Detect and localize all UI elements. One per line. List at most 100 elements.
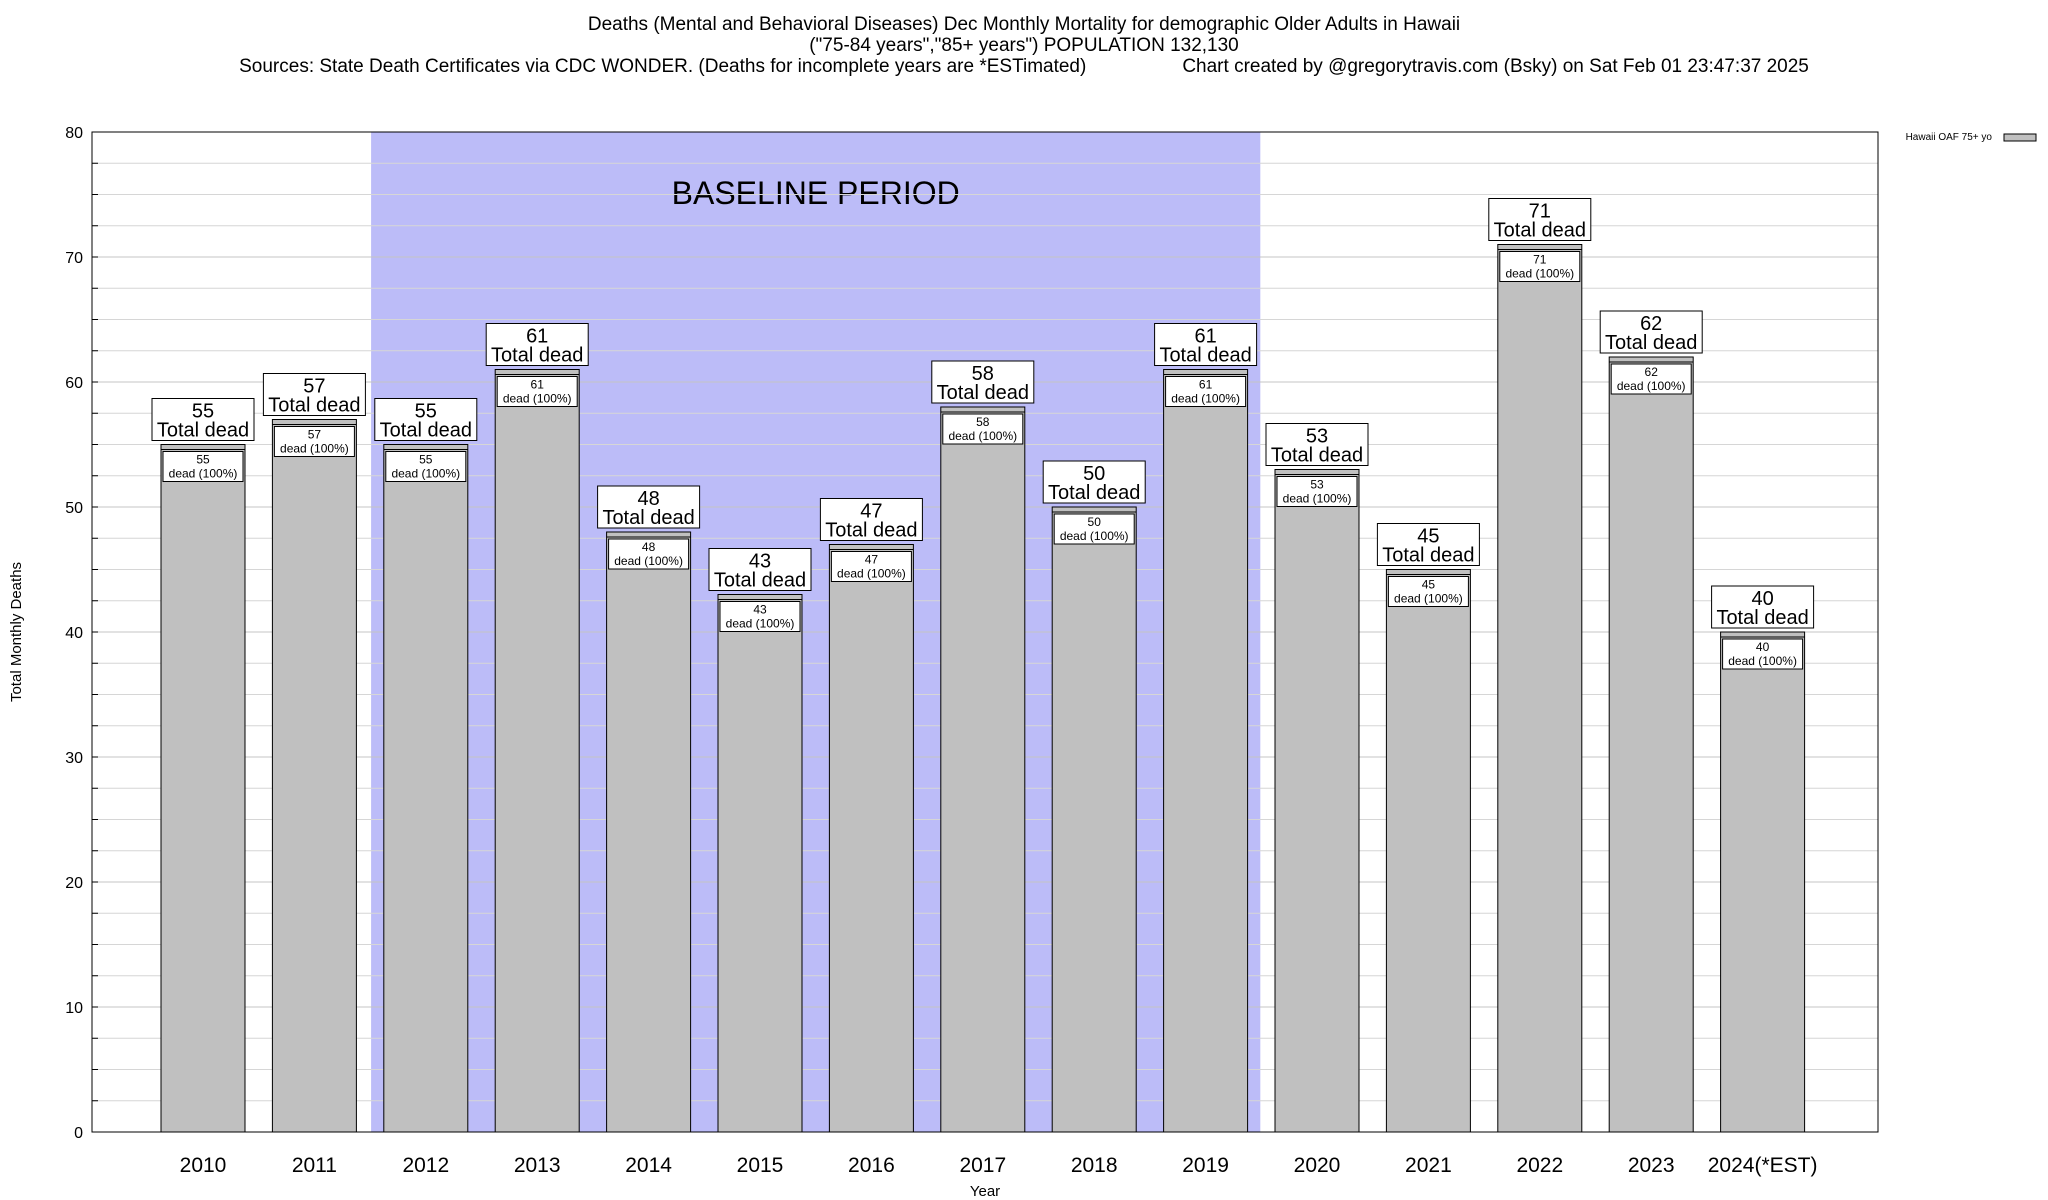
bar-total-label: Total dead (1605, 332, 1697, 354)
bar (1608, 356, 1694, 1133)
bar-inner-label: dead (100%) (726, 617, 795, 631)
chart-header: Deaths (Mental and Behavioral Diseases) … (0, 14, 2048, 77)
bar-inner-label-box (942, 413, 1024, 445)
bar-inner-label-box (608, 538, 690, 570)
bar-total-value: 55 (415, 401, 437, 423)
y-tick-label: 40 (65, 625, 83, 642)
bar-total-label: Total dead (937, 382, 1029, 404)
bar-inner-value: 61 (1199, 378, 1213, 392)
bar-inner-label-box (1053, 513, 1135, 545)
x-tick-label: 2019 (1182, 1154, 1229, 1177)
bar (717, 594, 803, 1133)
y-tick-label: 70 (65, 250, 83, 267)
bar-inner-value: 47 (865, 553, 879, 567)
chart-credit: Chart created by @gregorytravis.com (Bsk… (1182, 56, 1809, 77)
y-tick-label: 50 (65, 500, 83, 517)
bar-inner-value: 55 (419, 453, 433, 467)
bar-total-label-box (1154, 323, 1258, 366)
y-tick-label: 0 (74, 1125, 83, 1142)
bar-inner-label: dead (100%) (1394, 592, 1463, 606)
bar (1720, 631, 1806, 1133)
bar-inner-value: 40 (1756, 640, 1770, 654)
bar-inner-label: dead (100%) (614, 554, 683, 568)
bar-total-label-box (931, 360, 1035, 404)
bar-total-label: Total dead (1271, 445, 1363, 467)
bar-total-value: 61 (1194, 326, 1216, 348)
bar-total-label-box (485, 323, 589, 366)
bar-total-label: Total dead (1159, 345, 1251, 367)
bar-total-label: Total dead (1048, 482, 1140, 504)
legend-label: Hawaii OAF 75+ yo (1906, 132, 1993, 143)
bar (1163, 369, 1249, 1133)
bar-total-label-box (374, 398, 478, 441)
bar-inner-value: 43 (753, 603, 767, 617)
bar (271, 419, 357, 1133)
bar (606, 531, 692, 1133)
bar-total-value: 53 (1306, 426, 1328, 448)
x-tick-label: 2011 (292, 1154, 337, 1177)
bar-inner-value: 55 (196, 453, 210, 467)
bar-inner-value: 53 (1310, 478, 1324, 492)
bar-total-value: 45 (1417, 526, 1439, 548)
bar-total-value: 61 (526, 326, 548, 348)
bar-total-label: Total dead (825, 520, 917, 542)
bar-inner-label: dead (100%) (503, 392, 572, 406)
chart-subtitle: ("75-84 years","85+ years") POPULATION 1… (809, 35, 1239, 56)
bar-total-label-box (1599, 310, 1703, 354)
baseline-period-label: BASELINE PERIOD (672, 175, 960, 211)
x-tick-label: 2020 (1294, 1154, 1341, 1177)
bar-total-label-box (262, 373, 366, 416)
bar-total-label: Total dead (1382, 545, 1474, 567)
x-tick-label: 2016 (848, 1154, 895, 1177)
bar-total-value: 71 (1529, 201, 1551, 223)
bar-total-value: 58 (972, 363, 994, 385)
x-tick-label: 2018 (1071, 1154, 1118, 1177)
bar-inner-label: dead (100%) (1505, 267, 1574, 281)
bar-total-value: 43 (749, 551, 771, 573)
bar-total-value: 50 (1083, 463, 1105, 485)
x-tick-label: 2024(*EST) (1708, 1154, 1818, 1177)
bar-inner-label-box (1276, 476, 1358, 507)
bar-inner-value: 71 (1533, 253, 1547, 267)
x-tick-label: 2013 (514, 1154, 561, 1177)
bar-total-label: Total dead (268, 395, 360, 417)
bar-total-label-box (1711, 585, 1815, 629)
chart-sources-line: Sources: State Death Certificates via CD… (0, 56, 2048, 77)
bar-total-value: 40 (1751, 588, 1773, 610)
bar-total-label: Total dead (1716, 607, 1808, 629)
y-tick-label: 30 (65, 750, 83, 767)
bar-inner-label-box (273, 426, 355, 457)
bar-total-value: 62 (1640, 313, 1662, 335)
bar-inner-label-box (1165, 376, 1247, 407)
bar-inner-label: dead (100%) (1728, 654, 1797, 668)
bar-inner-label: dead (100%) (1171, 392, 1240, 406)
bar-total-label-box (1042, 460, 1146, 504)
x-axis-label: Year (970, 1183, 1000, 1200)
chart-sources: Sources: State Death Certificates via CD… (239, 56, 1087, 77)
bar (160, 444, 246, 1133)
bar (828, 544, 914, 1133)
bar-inner-label-box (1722, 638, 1804, 670)
bar (494, 369, 580, 1133)
x-tick-label: 2021 (1405, 1154, 1452, 1177)
bar-total-label-box (151, 398, 255, 441)
bar-total-label: Total dead (491, 345, 583, 367)
bar-inner-label-box (719, 601, 801, 632)
bar-inner-label-box (162, 451, 244, 482)
bar-inner-label-box (1610, 363, 1692, 395)
bar-total-label: Total dead (714, 570, 806, 592)
x-tick-label: 2010 (180, 1154, 227, 1177)
plot-frame (91, 131, 1879, 1133)
bar-total-value: 55 (192, 401, 214, 423)
y-tick-label: 60 (65, 375, 83, 392)
bar-total-label: Total dead (602, 507, 694, 529)
